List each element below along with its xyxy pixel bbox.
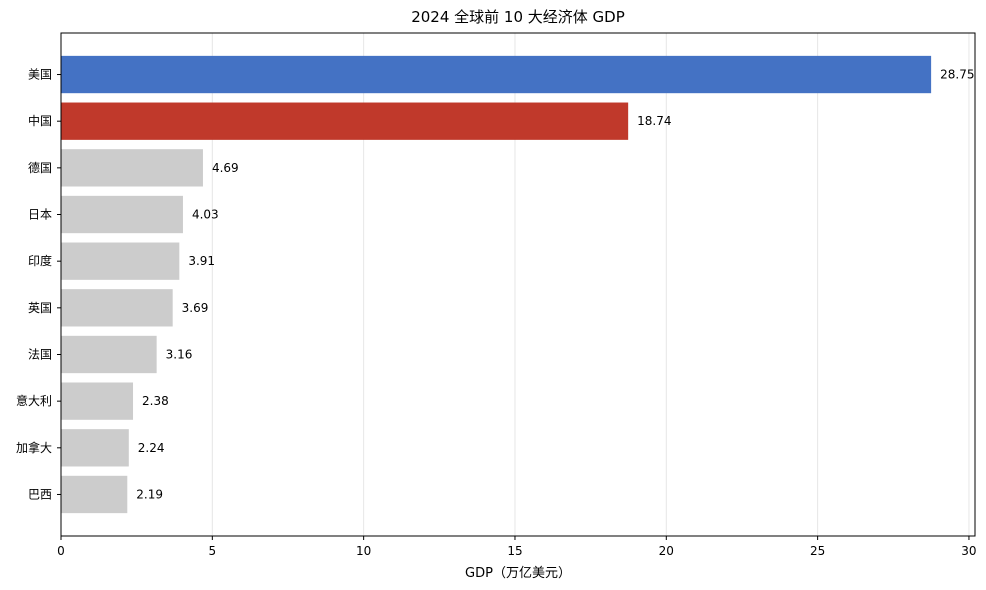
category-label: 法国 <box>28 347 52 361</box>
x-tick-label: 30 <box>961 544 976 558</box>
bar-value-label: 4.69 <box>212 161 239 175</box>
x-tick-label: 5 <box>209 544 217 558</box>
bar <box>61 55 932 94</box>
category-label: 日本 <box>28 208 52 222</box>
category-label: 加拿大 <box>16 440 52 455</box>
x-axis-ticks: 0 5 10 15 20 25 30 <box>57 536 977 558</box>
bars <box>61 55 932 514</box>
x-tick-label: 20 <box>659 544 674 558</box>
bar-value-label: 3.16 <box>166 347 193 361</box>
bar-value-label: 2.24 <box>138 441 165 455</box>
bar-value-label: 2.19 <box>136 487 163 501</box>
bar-value-label: 3.91 <box>188 254 215 268</box>
x-tick-label: 15 <box>507 544 522 558</box>
plot-frame <box>60 32 976 537</box>
bar-value-label: 18.74 <box>637 114 671 128</box>
x-tick-label: 10 <box>356 544 371 558</box>
bar <box>61 195 183 234</box>
x-tick-label: 0 <box>57 544 65 558</box>
chart-title: 2024 全球前 10 大经济体 GDP <box>411 8 625 26</box>
bar <box>61 242 180 280</box>
bar-value-label: 4.03 <box>192 208 219 222</box>
category-label: 德国 <box>28 160 52 175</box>
value-labels: 28.75 18.74 4.69 4.03 3.91 3.69 3.16 2.38 2.24 2.… <box>136 68 974 502</box>
x-tick-label: 25 <box>810 544 825 558</box>
bar <box>61 149 203 187</box>
bar <box>61 475 128 514</box>
bar-value-label: 2.38 <box>142 394 169 408</box>
category-label: 英国 <box>28 301 52 315</box>
category-label: 中国 <box>28 113 52 128</box>
category-label: 印度 <box>28 253 52 268</box>
bar <box>61 335 157 374</box>
bar-value-label: 3.69 <box>182 301 209 315</box>
category-label: 巴西 <box>28 487 52 501</box>
category-label: 美国 <box>28 68 52 82</box>
bar-value-label: 28.75 <box>940 68 974 82</box>
category-label: 意大利 <box>16 393 52 408</box>
bar <box>61 382 134 420</box>
x-axis-label: GDP（万亿美元） <box>465 566 571 581</box>
bar <box>61 289 173 327</box>
bar <box>61 429 129 467</box>
bar <box>61 102 629 140</box>
